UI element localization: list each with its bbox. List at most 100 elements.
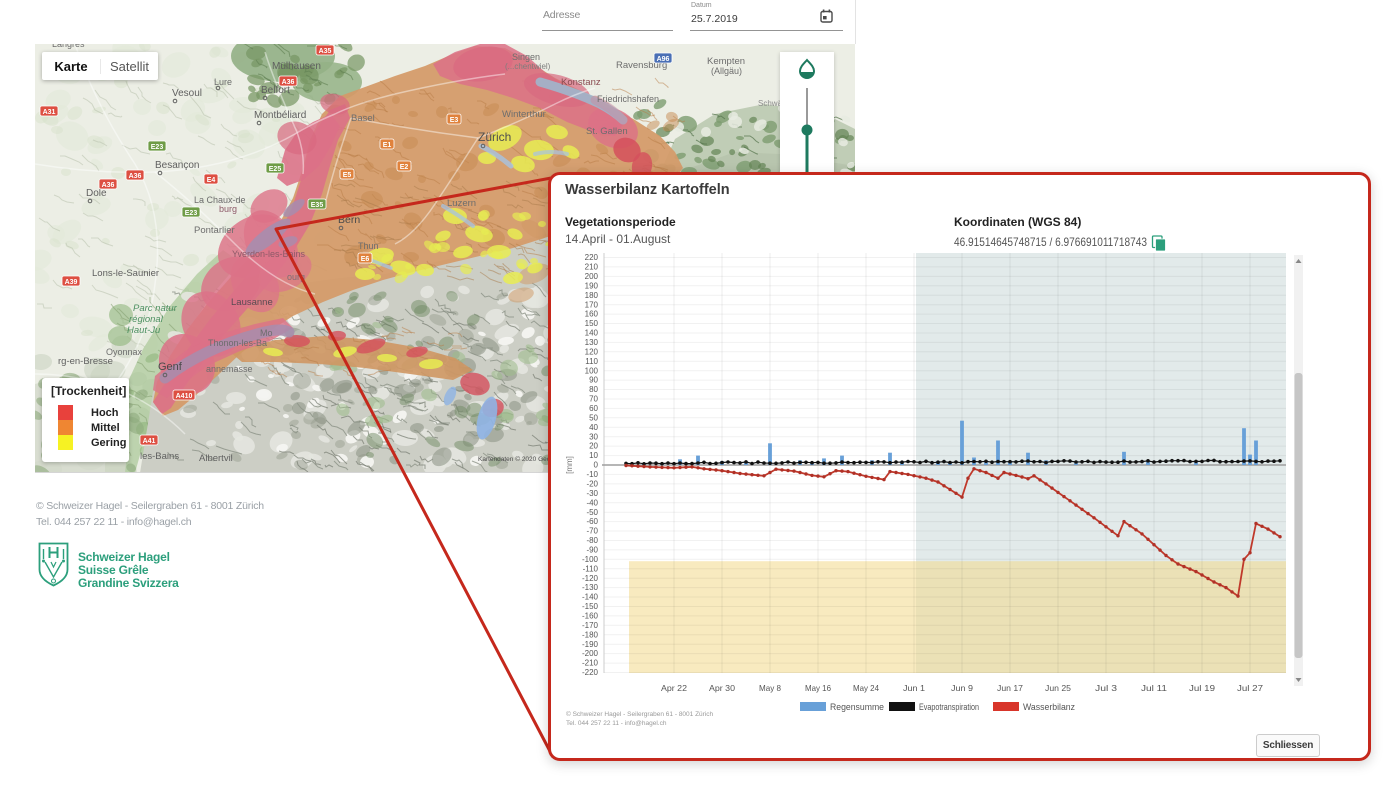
svg-text:-200: -200 — [582, 649, 599, 658]
svg-text:Pontarlier: Pontarlier — [194, 225, 235, 236]
svg-text:10: 10 — [589, 451, 598, 460]
svg-text:Wasserbilanz Kartoffeln: Wasserbilanz Kartoffeln — [565, 182, 730, 198]
svg-text:E23: E23 — [185, 210, 198, 217]
svg-text:E5: E5 — [343, 172, 352, 179]
svg-text:50: 50 — [589, 413, 598, 422]
svg-text:20: 20 — [589, 442, 598, 451]
svg-text:-120: -120 — [582, 574, 599, 583]
svg-text:May 8: May 8 — [759, 683, 781, 693]
svg-text:Konstanz: Konstanz — [561, 77, 601, 88]
svg-text:annemasse: annemasse — [206, 364, 253, 374]
svg-text:150: 150 — [585, 319, 599, 328]
svg-text:Koordinaten (WGS 84): Koordinaten (WGS 84) — [954, 215, 1081, 229]
svg-text:Jul 19: Jul 19 — [1189, 683, 1215, 693]
svg-text:Thun: Thun — [358, 241, 379, 251]
svg-text:Haut-Ju: Haut-Ju — [127, 325, 161, 336]
svg-text:Evapotranspiration: Evapotranspiration — [919, 702, 979, 712]
svg-text:les-Bains: les-Bains — [140, 451, 179, 462]
svg-text:A410: A410 — [176, 393, 193, 400]
svg-text:Lure: Lure — [214, 77, 232, 87]
svg-text:190: 190 — [585, 281, 599, 290]
svg-text:E3: E3 — [450, 117, 459, 124]
svg-text:E23: E23 — [151, 144, 164, 151]
svg-text:Jul 3: Jul 3 — [1095, 683, 1117, 693]
svg-text:Besançon: Besançon — [155, 160, 199, 171]
svg-text:Belfort: Belfort — [261, 85, 290, 96]
svg-text:120: 120 — [585, 347, 599, 356]
svg-text:-100: -100 — [582, 555, 599, 564]
svg-text:Wasserbilanz: Wasserbilanz — [1023, 702, 1075, 712]
svg-text:170: 170 — [585, 300, 599, 309]
svg-text:Regensumme: Regensumme — [830, 702, 884, 712]
svg-text:Parc natur: Parc natur — [133, 303, 178, 314]
svg-text:Apr 30: Apr 30 — [709, 683, 735, 693]
svg-text:[mm]: [mm] — [565, 456, 574, 474]
svg-text:90: 90 — [589, 376, 598, 385]
svg-text:Mülhausen: Mülhausen — [272, 61, 321, 72]
svg-text:-110: -110 — [583, 564, 599, 573]
svg-text:-160: -160 — [582, 612, 599, 621]
svg-text:Ravensburg: Ravensburg — [616, 60, 667, 71]
svg-text:-210: -210 — [582, 659, 599, 668]
svg-text:E35: E35 — [311, 202, 324, 209]
svg-text:14.April - 01.August: 14.April - 01.August — [565, 232, 671, 246]
svg-text:-20: -20 — [586, 480, 598, 489]
svg-text:Dole: Dole — [86, 188, 107, 199]
svg-text:Albertvil: Albertvil — [199, 453, 233, 464]
svg-text:0: 0 — [594, 461, 599, 470]
svg-text:Luzern: Luzern — [447, 198, 476, 209]
svg-text:Zürich: Zürich — [478, 130, 511, 144]
svg-text:Jun 25: Jun 25 — [1045, 683, 1071, 693]
svg-text:burg: burg — [219, 204, 237, 214]
svg-text:-30: -30 — [586, 489, 598, 498]
svg-text:80: 80 — [589, 385, 598, 394]
svg-text:180: 180 — [585, 291, 599, 300]
svg-text:40: 40 — [589, 423, 598, 432]
svg-text:A31: A31 — [43, 109, 56, 116]
svg-text:-140: -140 — [582, 593, 599, 602]
svg-text:Oyonnax: Oyonnax — [106, 347, 143, 357]
svg-text:May 16: May 16 — [805, 683, 831, 693]
svg-text:Langres: Langres — [52, 44, 85, 49]
svg-text:Jun 17: Jun 17 — [997, 683, 1023, 693]
svg-text:La Chaux-de: La Chaux-de — [194, 195, 246, 205]
svg-text:30: 30 — [589, 432, 598, 441]
svg-text:Friedrichshafen: Friedrichshafen — [597, 94, 659, 104]
svg-text:© Schweizer Hagel - Seilergrab: © Schweizer Hagel - Seilergraben 61 - 80… — [566, 710, 714, 718]
svg-text:(...chentwiel): (...chentwiel) — [505, 62, 551, 71]
svg-text:E1: E1 — [383, 142, 392, 149]
svg-text:régional: régional — [129, 314, 164, 325]
svg-text:-170: -170 — [582, 621, 599, 630]
svg-text:210: 210 — [585, 263, 599, 272]
svg-text:A36: A36 — [282, 79, 295, 86]
svg-text:A35: A35 — [319, 48, 332, 55]
svg-text:-60: -60 — [586, 517, 598, 526]
svg-text:E4: E4 — [207, 177, 216, 184]
svg-text:Yverdon-les-Bains: Yverdon-les-Bains — [232, 249, 306, 259]
svg-text:-70: -70 — [586, 527, 598, 536]
svg-text:-180: -180 — [582, 630, 599, 639]
svg-text:Winterthur: Winterthur — [502, 109, 546, 120]
svg-text:46.91514645748715 / 6.97669101: 46.91514645748715 / 6.976691011718743 — [954, 235, 1147, 249]
svg-text:E6: E6 — [361, 256, 370, 263]
svg-text:E25: E25 — [269, 166, 282, 173]
svg-text:100: 100 — [585, 366, 599, 375]
svg-text:Jul 27: Jul 27 — [1237, 683, 1263, 693]
svg-text:Jul 11: Jul 11 — [1141, 683, 1167, 693]
svg-text:ourg: ourg — [287, 272, 305, 282]
svg-text:130: 130 — [585, 338, 599, 347]
svg-text:-80: -80 — [586, 536, 598, 545]
svg-text:160: 160 — [585, 310, 599, 319]
svg-text:(Allgäu): (Allgäu) — [711, 66, 742, 76]
svg-text:60: 60 — [589, 404, 598, 413]
svg-text:A96: A96 — [657, 56, 670, 63]
svg-text:rg-en-Bresse: rg-en-Bresse — [58, 356, 113, 367]
svg-text:Kempten: Kempten — [707, 56, 745, 67]
svg-text:Vegetationsperiode: Vegetationsperiode — [565, 215, 676, 229]
svg-text:Lausanne: Lausanne — [231, 297, 273, 308]
svg-text:Schwänga: Schwänga — [758, 99, 796, 108]
svg-text:140: 140 — [585, 329, 599, 338]
svg-text:E2: E2 — [400, 164, 409, 171]
svg-text:-90: -90 — [586, 546, 598, 555]
svg-text:220: 220 — [585, 253, 599, 262]
